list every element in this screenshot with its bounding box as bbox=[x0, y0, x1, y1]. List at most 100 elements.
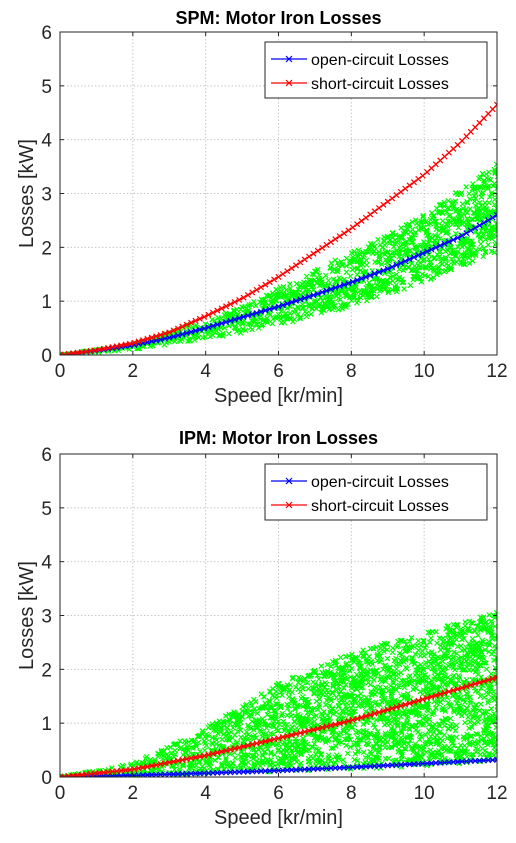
data-point bbox=[231, 316, 238, 323]
cloud-point bbox=[452, 727, 459, 734]
data-point bbox=[310, 726, 317, 733]
data-point bbox=[214, 749, 221, 756]
cloud-point bbox=[423, 718, 430, 725]
cloud-point bbox=[417, 731, 423, 738]
cloud-point bbox=[325, 761, 332, 767]
data-point bbox=[279, 302, 286, 309]
data-point bbox=[209, 750, 216, 757]
cloud-point bbox=[224, 728, 230, 734]
data-point bbox=[257, 284, 265, 291]
data-point bbox=[389, 195, 396, 202]
data-point bbox=[249, 289, 256, 296]
data-point bbox=[485, 217, 492, 224]
cloud-point bbox=[346, 733, 352, 739]
cloud-point bbox=[238, 765, 244, 771]
cloud-point bbox=[239, 319, 246, 326]
cloud-point bbox=[474, 731, 481, 738]
cloud-point bbox=[316, 302, 323, 309]
data-point bbox=[271, 304, 278, 311]
cloud-point bbox=[420, 638, 427, 645]
cloud-point bbox=[449, 740, 456, 747]
cloud-point bbox=[366, 653, 372, 660]
data-point bbox=[323, 241, 330, 248]
cloud-point bbox=[209, 721, 216, 727]
cloud-point bbox=[242, 327, 249, 334]
cloud-point bbox=[441, 203, 448, 210]
cloud-point bbox=[393, 687, 400, 693]
data-point bbox=[306, 253, 313, 260]
data-point bbox=[144, 335, 151, 342]
cloud-point bbox=[262, 700, 268, 706]
cloud-point bbox=[455, 677, 462, 684]
data-point bbox=[170, 327, 177, 334]
cloud-point bbox=[438, 255, 445, 262]
legend-box bbox=[264, 41, 488, 99]
cloud-point bbox=[437, 248, 444, 255]
cloud-point bbox=[373, 667, 380, 674]
cloud-point bbox=[468, 620, 475, 626]
legend-box bbox=[264, 463, 488, 521]
cloud-point bbox=[187, 338, 193, 344]
data-point bbox=[223, 303, 230, 310]
y-tick-label: 4 bbox=[41, 553, 52, 574]
data-point bbox=[341, 230, 348, 237]
cloud-point bbox=[221, 723, 227, 729]
cloud-point bbox=[422, 741, 428, 748]
data-point bbox=[358, 714, 365, 721]
cloud-point bbox=[437, 201, 444, 208]
cloud-point bbox=[314, 672, 321, 679]
cloud-point bbox=[236, 724, 243, 730]
cloud-point bbox=[418, 754, 425, 761]
cloud-point bbox=[201, 765, 208, 771]
data-point bbox=[109, 344, 116, 351]
cloud-point bbox=[430, 660, 437, 666]
cloud-point bbox=[376, 755, 383, 762]
cloud-point bbox=[427, 741, 434, 747]
cloud-point bbox=[195, 334, 202, 341]
cloud-point bbox=[343, 304, 349, 310]
cloud-point bbox=[389, 230, 396, 237]
cloud-point bbox=[234, 728, 241, 735]
cloud-point bbox=[294, 304, 301, 310]
cloud-point bbox=[224, 760, 231, 767]
cloud-point bbox=[460, 255, 467, 262]
data-point bbox=[218, 748, 225, 755]
cloud-point bbox=[283, 747, 290, 753]
cloud-point bbox=[311, 731, 318, 738]
cloud-point bbox=[419, 666, 426, 673]
cloud-point bbox=[397, 637, 404, 644]
cloud-point bbox=[327, 757, 334, 764]
cloud-point bbox=[463, 704, 470, 711]
data-point bbox=[244, 742, 251, 749]
data-point bbox=[266, 279, 273, 286]
data-point bbox=[393, 704, 400, 711]
data-point bbox=[310, 292, 317, 299]
cloud-point bbox=[152, 759, 158, 765]
cloud-point bbox=[238, 719, 244, 726]
cloud-point bbox=[208, 747, 214, 754]
cloud-point bbox=[219, 762, 225, 769]
data-point bbox=[61, 351, 68, 355]
cloud-point bbox=[389, 728, 396, 734]
cloud-point bbox=[266, 697, 273, 704]
data-point bbox=[345, 227, 352, 234]
data-point bbox=[209, 322, 216, 329]
cloud-point bbox=[412, 723, 419, 729]
data-point bbox=[183, 756, 190, 763]
data-point bbox=[349, 224, 356, 231]
cloud-point bbox=[448, 721, 455, 727]
data-point bbox=[450, 687, 457, 694]
cloud-point bbox=[373, 644, 380, 651]
cloud-point bbox=[408, 734, 415, 741]
cloud-point bbox=[473, 216, 480, 222]
cloud-point bbox=[425, 629, 432, 636]
cloud-point bbox=[358, 691, 364, 697]
data-point bbox=[122, 772, 129, 777]
series-short-circuit Losses bbox=[60, 101, 497, 355]
cloud-point bbox=[241, 758, 247, 764]
cloud-point bbox=[481, 660, 488, 666]
cloud-point bbox=[264, 319, 271, 326]
cloud-point bbox=[289, 675, 296, 682]
cloud-point bbox=[245, 731, 252, 738]
data-point bbox=[183, 330, 190, 337]
